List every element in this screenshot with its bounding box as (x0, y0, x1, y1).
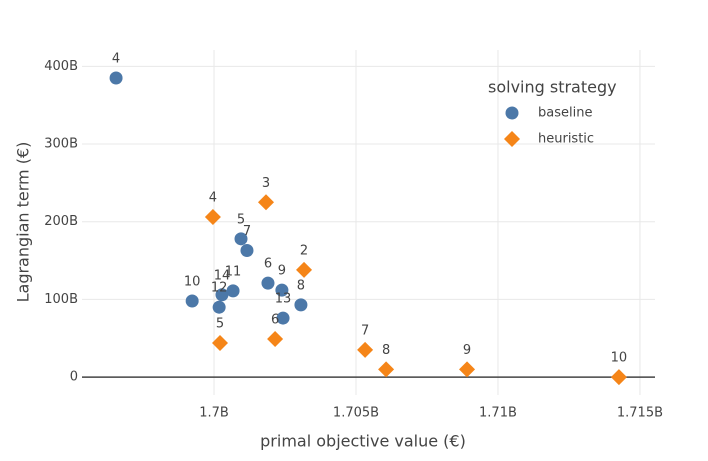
point (204, 209, 221, 226)
point-label: 4 (209, 191, 217, 206)
point-label: 4 (112, 51, 120, 66)
point-label: 5 (216, 316, 224, 331)
point (610, 369, 627, 386)
point (185, 294, 199, 308)
y-axis-title: Lagrangian term (€) (14, 142, 33, 303)
point-label: 10 (611, 351, 628, 366)
point-label: 3 (262, 176, 270, 191)
point-label: 6 (264, 257, 272, 272)
point (240, 243, 254, 257)
legend-title: solving strategy (488, 78, 617, 97)
x-tick-label: 1.705B (333, 406, 379, 421)
point (267, 331, 284, 348)
x-tick-label: 1.71B (479, 406, 517, 421)
point-label: 5 (237, 212, 245, 227)
legend-label: baseline (538, 106, 592, 121)
y-tick-label: 400B (44, 59, 78, 74)
x-tick-label: 1.715B (617, 406, 663, 421)
point (294, 298, 308, 312)
point-label: 13 (275, 292, 292, 307)
point (378, 361, 395, 378)
point-label: 9 (463, 343, 471, 358)
legend-marker (505, 106, 519, 120)
point (226, 284, 240, 298)
y-tick-label: 300B (44, 137, 78, 152)
x-axis-title: primal objective value (€) (260, 432, 466, 451)
point (459, 361, 476, 378)
point (276, 311, 290, 325)
point-label: 11 (225, 264, 242, 279)
point (212, 300, 226, 314)
point-label: 8 (382, 343, 390, 358)
point (357, 341, 374, 358)
point (234, 232, 248, 246)
point-label: 14 (214, 268, 231, 283)
point-label: 12 (211, 281, 228, 296)
point-label: 7 (243, 224, 251, 239)
legend-label: heuristic (538, 132, 594, 147)
x-tick-label: 1.7B (199, 406, 229, 421)
point (261, 276, 275, 290)
point-label: 10 (184, 274, 201, 289)
point (257, 194, 274, 211)
point-label: 2 (300, 243, 308, 258)
point (215, 288, 229, 302)
point-label: 6 (271, 313, 279, 328)
point-label: 7 (361, 323, 369, 338)
point-label: 9 (278, 264, 286, 279)
point (109, 71, 123, 85)
y-tick-label: 0 (70, 370, 78, 385)
legend-marker (504, 131, 520, 147)
point (296, 261, 313, 278)
point (275, 283, 289, 297)
y-tick-label: 100B (44, 292, 78, 307)
point-label: 8 (297, 278, 305, 293)
y-tick-label: 200B (44, 214, 78, 229)
point (211, 334, 228, 351)
